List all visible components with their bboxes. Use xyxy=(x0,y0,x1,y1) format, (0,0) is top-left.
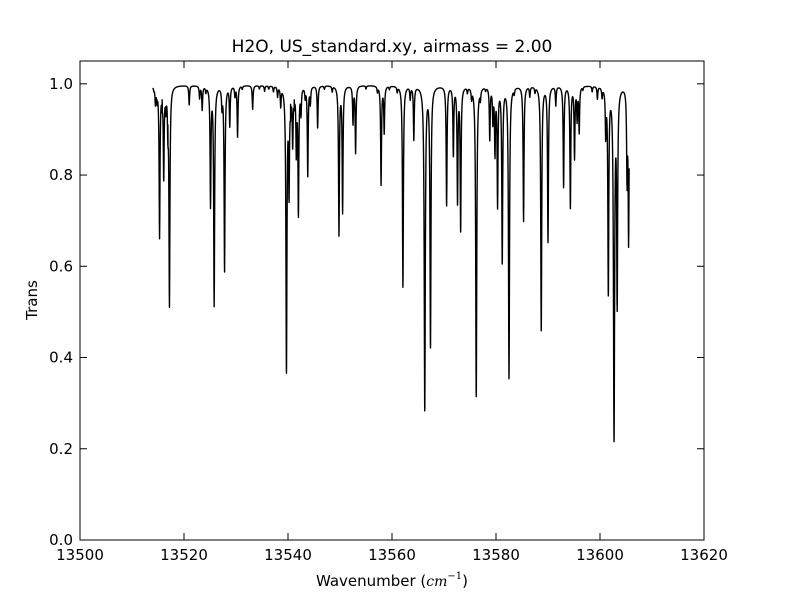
spectrum-line xyxy=(152,85,630,443)
x-tick-label: 13560 xyxy=(368,546,416,564)
y-tick-label: 0.8 xyxy=(49,166,73,184)
x-axis-label-prefix: Wavenumber ( xyxy=(316,572,426,590)
y-tick-label: 0.6 xyxy=(49,257,73,275)
chart-title: H2O, US_standard.xy, airmass = 2.00 xyxy=(232,37,553,57)
x-tick-label: 13620 xyxy=(680,546,728,564)
x-tick-label: 13580 xyxy=(472,546,520,564)
x-tick-label: 13540 xyxy=(264,546,312,564)
x-axis-label: Wavenumber (cm−1) xyxy=(316,571,468,590)
y-axis-label: Trans xyxy=(23,280,41,321)
x-tick-label: 13500 xyxy=(56,546,104,564)
x-tick-label: 13600 xyxy=(576,546,624,564)
x-axis-label-exponent: −1 xyxy=(447,571,462,582)
y-tick-label: 0.4 xyxy=(49,349,73,367)
x-axis-label-unit: cm xyxy=(426,574,447,590)
y-tick-label: 0.2 xyxy=(49,440,73,458)
y-tick-label: 1.0 xyxy=(49,75,73,93)
y-axis: 0.0 0.2 0.4 0.6 0.8 1.0 xyxy=(49,75,704,549)
spectrum-series xyxy=(152,85,630,443)
x-tick-label: 13520 xyxy=(160,546,208,564)
x-axis-label-suffix: ) xyxy=(462,572,468,590)
x-axis: 13500 13520 13540 13560 13580 13600 13620 xyxy=(56,61,728,564)
y-tick-label: 0.0 xyxy=(49,531,73,549)
